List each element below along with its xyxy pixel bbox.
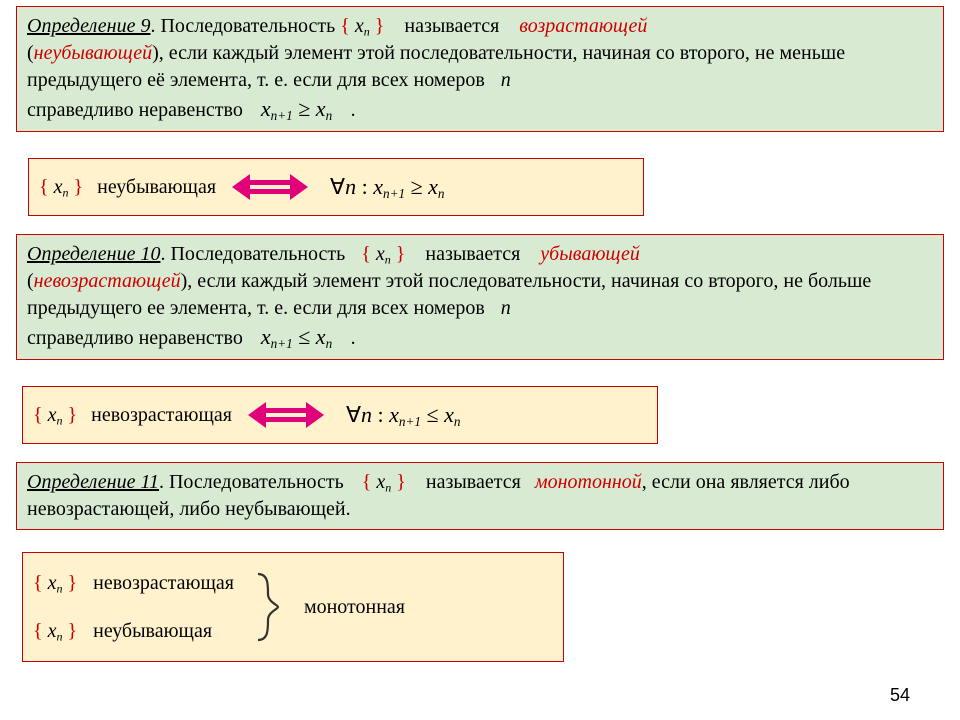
definition-10-box: Определение 10. Последовательность { xn … [16,234,944,360]
label-nondecreasing: неубывающая [97,174,216,201]
math-sub: n [385,253,391,267]
math-sub: n+1 [383,186,405,201]
math-var: x [355,15,364,37]
math-sub: n+1 [399,414,421,429]
math-var: x [376,243,385,265]
math-var: x [376,471,385,493]
card-nonincreasing: { xn } невозрастающая ∀n : xn+1 ≤ xn [22,386,658,444]
math-var: x [54,176,63,198]
definition-9-title: Определение 9 [27,15,150,37]
text: Последовательность [160,15,335,37]
term-nonincreasing: невозрастающей [34,270,181,292]
math-var: x [261,324,271,349]
colon: : [362,174,368,199]
math-var: x [316,96,326,121]
math-var: n [361,402,372,427]
math-sub: n [57,413,63,427]
colon: : [378,402,384,427]
text: Последовательность [169,471,344,493]
math-sub: n [63,185,69,199]
sequence-xn: { xn } [33,402,77,429]
sequence-xn: { xn } [362,471,411,493]
text: справедливо неравенство [27,327,243,349]
sequence-xn: { xn } [33,570,77,597]
term-monotone: монотонной [535,471,642,493]
page-number: 54 [890,685,910,706]
double-arrow-icon [250,402,322,428]
math-sub: n [454,414,461,429]
math-sub: n [57,581,63,595]
math-sub: n [326,108,333,123]
math-var: x [389,402,399,427]
math-sub: n+1 [271,108,293,123]
var-n: n [501,69,511,91]
text: называется [404,15,499,37]
label-monotone: монотонная [304,594,405,621]
text: . [351,327,356,349]
math-var: x [444,402,454,427]
math-var: x [261,96,271,121]
inequality-def9: xn+1 ≥ xn [261,96,338,121]
text: Последовательность [170,243,345,265]
sequence-xn: { xn } [33,618,77,645]
math-sub: n+1 [271,336,293,351]
math-sub: n [57,629,63,643]
ge-symbol: ≥ [411,174,423,199]
ge-symbol: ≥ [298,96,310,121]
math-sub: n [438,186,445,201]
card-monotone: { xn } невозрастающая { xn } неубывающая… [22,552,564,662]
text: . [160,243,165,265]
label-nondecreasing: неубывающая [93,618,212,645]
le-symbol: ≤ [298,324,310,349]
text: справедливо неравенство [27,99,243,121]
term-decreasing: убывающей [540,243,640,265]
definition-10-title: Определение 10 [27,243,160,265]
definition-11-box: Определение 11. Последовательность { xn … [16,462,944,530]
text: называется [426,471,521,493]
forall-symbol: ∀ [346,402,361,427]
math-sub: n [326,336,333,351]
sequence-xn: { xn } [340,15,389,37]
term-increasing: возрастающей [519,15,647,37]
math-var: x [48,572,57,594]
text: . [159,471,164,493]
math-sub: n [364,25,370,39]
text: ( [27,42,34,64]
sequence-xn: { xn } [361,243,410,265]
curly-brace-icon [254,572,280,642]
math-var: x [48,404,57,426]
math-var: n [345,174,356,199]
sequence-xn: { xn } [39,174,83,201]
text: . [150,15,155,37]
term-nondecreasing: неубывающей [34,42,152,64]
forall-symbol: ∀ [330,174,345,199]
formula-nonincreasing: ∀n : xn+1 ≤ xn [346,400,460,431]
double-arrow-icon [234,174,306,200]
var-n: n [501,297,511,319]
le-symbol: ≤ [426,402,438,427]
label-nonincreasing: невозрастающая [91,402,232,429]
text: называется [425,243,520,265]
math-sub: n [385,481,391,495]
formula-nondecreasing: ∀n : xn+1 ≥ xn [330,172,444,203]
label-nonincreasing: невозрастающая [93,570,234,597]
definition-9-box: Определение 9. Последовательность { xn }… [16,6,944,132]
math-var: x [373,174,383,199]
math-var: x [316,324,326,349]
inequality-def10: xn+1 ≤ xn [261,324,338,349]
definition-11-title: Определение 11 [27,471,159,493]
text: ( [27,270,34,292]
math-var: x [48,620,57,642]
card-nondecreasing: { xn } неубывающая ∀n : xn+1 ≥ xn [28,158,644,216]
text: . [351,99,356,121]
math-var: x [428,174,438,199]
